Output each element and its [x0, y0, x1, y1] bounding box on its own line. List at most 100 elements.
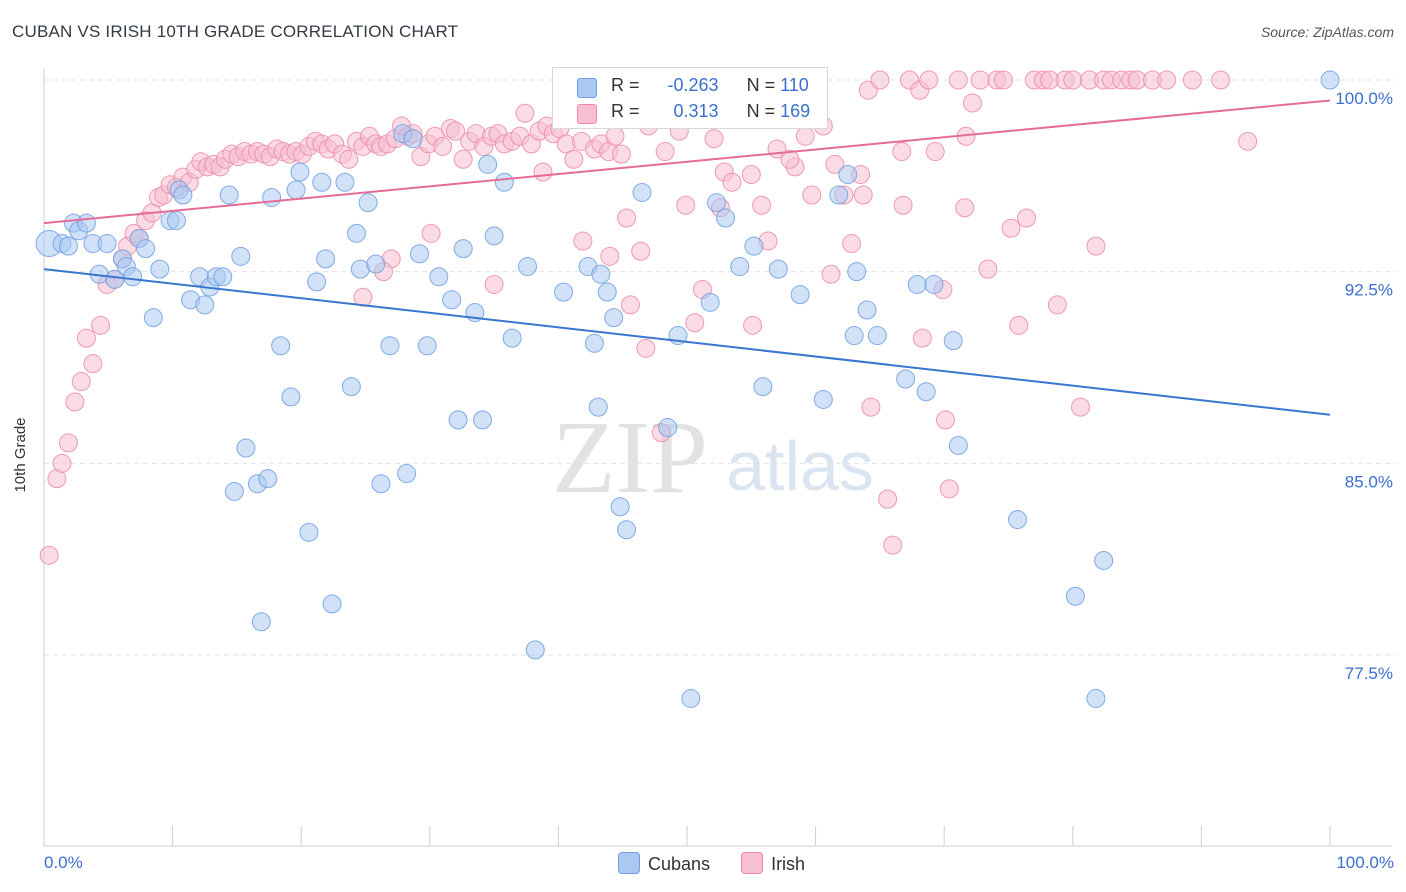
cubans-point [829, 185, 849, 205]
cubans-point [554, 282, 574, 302]
irish-point [39, 545, 59, 565]
irish-point [564, 149, 584, 169]
cubans-point [366, 254, 386, 274]
legend: R = -0.263 N = 110 R = 0.313 N = 169 [552, 67, 828, 129]
cubans-point [484, 226, 504, 246]
cubans-point [236, 438, 256, 458]
irish-point [655, 142, 675, 162]
irish-point [685, 313, 705, 333]
irish-point [993, 70, 1013, 90]
irish-point [339, 149, 359, 169]
y-tick-label: 85.0% [1345, 472, 1393, 491]
cubans-point [857, 300, 877, 320]
x-tick-label-max: 100.0% [1336, 853, 1394, 872]
irish-point [611, 144, 631, 164]
cubans-point [502, 328, 522, 348]
y-axis-label: 10th Grade [12, 417, 29, 493]
irish-point [878, 489, 898, 509]
irish-trend-line [43, 99, 1331, 225]
x-tick-label-min: 0.0% [44, 853, 83, 872]
cubans-point [213, 267, 233, 287]
cubans-point [591, 264, 611, 284]
cubans-point [753, 377, 773, 397]
cubans-point [1320, 70, 1340, 90]
cubans-point [281, 387, 301, 407]
cubans-point [307, 272, 327, 292]
cubans-point [219, 185, 239, 205]
cubans-point [143, 308, 163, 328]
irish-point [484, 274, 504, 294]
cubans-point [58, 236, 78, 256]
irish-point [825, 154, 845, 174]
cubans-point [290, 162, 310, 182]
irish-point [421, 223, 441, 243]
irish-point [870, 70, 890, 90]
irish-point [600, 246, 620, 266]
watermark: ZIP atlas [552, 400, 874, 515]
irish-point [741, 165, 761, 185]
cubans-point [76, 213, 96, 233]
cubans-point [584, 333, 604, 353]
irish-point [752, 195, 772, 215]
cubans-point [286, 180, 306, 200]
cubans-point [1094, 550, 1114, 570]
cubans-point [417, 336, 437, 356]
legend-r-label: R = [611, 101, 640, 121]
legend-r-value: -0.263 [667, 75, 719, 95]
irish-point [573, 231, 593, 251]
irish-point [533, 162, 553, 182]
irish-point [76, 328, 96, 348]
cubans-point [473, 410, 493, 430]
chart-title: CUBAN VS IRISH 10TH GRADE CORRELATION CH… [12, 22, 459, 41]
irish-point [636, 338, 656, 358]
cubans-point [658, 418, 678, 438]
cubans-point [299, 522, 319, 542]
y-tick-labels: 100.0% 92.5% 85.0% 77.5% [1335, 89, 1393, 683]
irish-point [883, 535, 903, 555]
bottom-legend-swatch-cubans [618, 852, 640, 874]
cubans-point [617, 520, 637, 540]
legend-n-value: 110 [780, 75, 809, 95]
cubans-point [448, 410, 468, 430]
irish-point [795, 126, 815, 146]
irish-point [1157, 70, 1177, 90]
cubans-point [316, 249, 336, 269]
trend-lines [43, 99, 1331, 416]
irish-point [704, 129, 724, 149]
irish-point [743, 315, 763, 335]
irish-point [780, 149, 800, 169]
irish-point [433, 136, 453, 156]
source-credit: Source: ZipAtlas.com [1260, 24, 1394, 40]
irish-point [71, 372, 91, 392]
bottom-legend: Cubans Irish [618, 852, 831, 875]
cubans-point [896, 369, 916, 389]
irish-point [58, 433, 78, 453]
cubans-point [681, 688, 701, 708]
irish-point [912, 328, 932, 348]
irish-point [631, 241, 651, 261]
irish-point [919, 70, 939, 90]
irish-point [861, 397, 881, 417]
cubans-point [251, 612, 271, 632]
irish-point [605, 126, 625, 146]
cubans-point [335, 172, 355, 192]
irish-point [935, 410, 955, 430]
cubans-point [262, 188, 282, 208]
irish-point [1211, 70, 1231, 90]
irish-point [939, 479, 959, 499]
cubans-point [847, 262, 867, 282]
irish-point [853, 185, 873, 205]
cubans-point [150, 259, 170, 279]
irish-point [65, 392, 85, 412]
irish-point [52, 453, 72, 473]
irish-point [893, 195, 913, 215]
legend-r-label: R = [611, 75, 640, 95]
cubans-point [700, 292, 720, 312]
irish-point [978, 259, 998, 279]
cubans-point [1086, 688, 1106, 708]
cubans-point [403, 129, 423, 149]
irish-point [446, 121, 466, 141]
irish-point [620, 295, 640, 315]
cubans-point [380, 336, 400, 356]
